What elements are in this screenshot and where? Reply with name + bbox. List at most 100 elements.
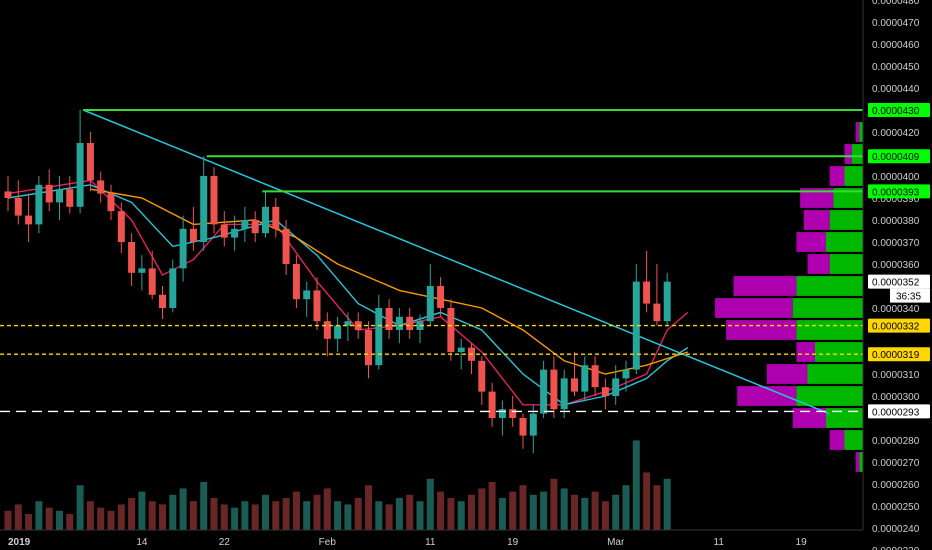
volume-profile-buy-bar <box>859 122 863 142</box>
volume-bar <box>179 488 187 530</box>
price-tick-label: 0.0000450 <box>872 62 920 73</box>
candle-body <box>560 378 568 410</box>
candle-body <box>25 215 33 225</box>
candle-body <box>406 316 414 330</box>
candle-body <box>159 294 166 308</box>
volume-bar <box>313 494 321 530</box>
countdown-text: 36:35 <box>896 292 921 303</box>
candle-body <box>334 325 342 339</box>
candle-body <box>323 321 331 339</box>
time-tick-label: 14 <box>136 537 148 548</box>
descending-trendline[interactable] <box>82 109 830 415</box>
volume-bar <box>416 501 424 530</box>
volume-bar <box>251 504 259 530</box>
candle-body <box>262 206 269 234</box>
price-tick-label: 0.0000460 <box>872 40 920 51</box>
price-tick-label: 0.0000230 <box>872 546 920 550</box>
horizontal-levels[interactable] <box>0 109 863 413</box>
trend-lines[interactable] <box>82 109 830 415</box>
candle-body <box>612 378 620 396</box>
candle-body <box>632 281 640 370</box>
candle-body <box>581 365 589 392</box>
volume-bar <box>612 494 620 530</box>
candle-body <box>643 281 651 304</box>
price-tick-label: 0.0000240 <box>872 524 920 535</box>
candle-body <box>571 378 578 392</box>
volume-bar <box>478 488 486 530</box>
volume-bar <box>653 485 661 530</box>
volume-profile-sell-bar <box>855 122 860 142</box>
candle-body <box>292 264 300 300</box>
price-tick-label: 0.0000420 <box>872 128 920 139</box>
volume-bar <box>581 498 589 530</box>
volume-profile-sell-bar <box>792 408 826 428</box>
volume-bar <box>189 501 197 530</box>
volume-bar <box>14 504 22 530</box>
candle-body <box>282 228 290 264</box>
level-price-text: 0.0000332 <box>872 322 920 333</box>
volume-bar <box>200 482 208 530</box>
time-tick-label: 19 <box>507 537 519 548</box>
volume-bar <box>25 514 33 530</box>
volume-profile-buy-bar <box>826 408 863 428</box>
candle-body <box>375 308 383 366</box>
candlesticks <box>4 110 671 454</box>
candle-body <box>272 206 280 229</box>
time-axis[interactable]: 2019 14 22 Feb 11 19 Mar 11 19 <box>8 537 807 548</box>
volume-bar <box>107 510 115 530</box>
candle-body <box>365 330 372 366</box>
volume-bar <box>560 488 568 530</box>
candle-body <box>498 409 506 418</box>
volume-bar <box>406 494 414 530</box>
level-price-text: 0.0000319 <box>872 350 920 361</box>
volume-bar <box>272 501 280 530</box>
candle-body <box>622 369 630 379</box>
volume-profile-buy-bar <box>844 430 863 450</box>
volume-bar <box>468 494 475 530</box>
candle-body <box>169 268 177 308</box>
volume-profile-buy-bar <box>844 166 863 186</box>
volume-profile-buy-bar <box>796 276 863 296</box>
volume-bar <box>509 491 517 530</box>
candle-body <box>550 369 558 410</box>
price-tick-label: 0.0000270 <box>872 458 920 469</box>
volume-bar <box>45 507 53 530</box>
candle-body <box>4 191 12 198</box>
volume-bar <box>550 478 558 530</box>
volume-bar <box>643 472 651 530</box>
candle-body <box>591 365 599 388</box>
price-labels: 0.0000430 0.0000409 0.0000393 0.0000332 0.00… <box>868 103 930 419</box>
price-tick-label: 0.0000280 <box>872 436 920 447</box>
volume-profile-sell-bar <box>796 232 826 252</box>
level-price-badge <box>868 103 930 117</box>
volume-bar <box>498 498 506 530</box>
volume-bar <box>241 501 249 530</box>
price-tick-label: 0.0000440 <box>872 84 920 95</box>
volume-profile-sell-bar <box>715 298 793 318</box>
price-tick-label: 0.0000470 <box>872 18 920 29</box>
volume-bar <box>385 504 393 530</box>
volume-bar <box>292 491 300 530</box>
candle-body <box>519 418 527 436</box>
candle-body <box>395 316 403 330</box>
candle-body <box>14 198 22 216</box>
candle-body <box>426 286 434 322</box>
candle-body <box>478 360 486 392</box>
volume-profile-buy-bar <box>833 188 863 208</box>
candle-body <box>210 176 218 225</box>
volume-profile-buy-bar <box>859 452 863 472</box>
candle-body <box>529 413 537 436</box>
volume-bar <box>169 494 177 530</box>
volume-bar <box>519 485 527 530</box>
volume-bar <box>663 478 671 530</box>
volume-profile-sell-bar <box>855 452 860 472</box>
volume-profile-buy-bar <box>792 298 863 318</box>
time-tick-label: 11 <box>425 537 436 548</box>
countdown-badge <box>890 288 930 303</box>
volume-bar <box>395 498 403 530</box>
price-tick-label: 0.0000400 <box>872 172 920 183</box>
volume-profile-sell-bar <box>796 342 815 362</box>
price-tick-label: 0.0000360 <box>872 260 920 271</box>
